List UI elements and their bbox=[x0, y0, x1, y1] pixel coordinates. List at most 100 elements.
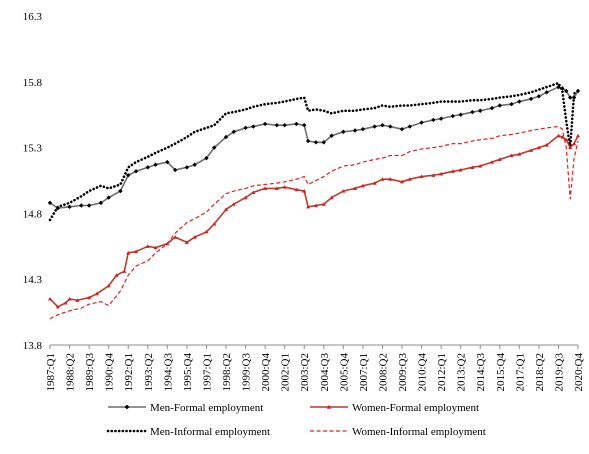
data-point-1 bbox=[450, 169, 455, 173]
legend-item-2: Men-Informal employment bbox=[106, 426, 270, 438]
data-point-0 bbox=[212, 145, 217, 150]
x-tick-label: 2008:Q2 bbox=[377, 353, 389, 392]
y-tick-label: 13.8 bbox=[23, 340, 43, 352]
data-point-0 bbox=[571, 95, 577, 100]
data-point-0 bbox=[497, 103, 502, 108]
data-point-1 bbox=[114, 273, 119, 277]
data-point-0 bbox=[67, 204, 72, 210]
legend-label: Women-Informal employment bbox=[352, 426, 486, 438]
x-tick-label: 1999:Q3 bbox=[241, 353, 253, 392]
x-tick-label: 1997:Q1 bbox=[201, 353, 213, 392]
data-point-0 bbox=[118, 188, 123, 194]
x-tick-label: 2003:Q2 bbox=[299, 353, 311, 392]
data-point-0 bbox=[126, 173, 131, 178]
data-point-0 bbox=[153, 162, 158, 167]
series-line-2 bbox=[48, 81, 580, 222]
data-point-1 bbox=[353, 186, 358, 190]
data-point-0 bbox=[133, 169, 139, 174]
data-point-1 bbox=[306, 204, 311, 209]
data-point-0 bbox=[372, 124, 377, 129]
data-point-1 bbox=[274, 186, 279, 190]
x-tick-label: 2007:Q1 bbox=[358, 353, 370, 392]
data-point-0 bbox=[204, 155, 209, 161]
data-point-1 bbox=[419, 174, 424, 179]
data-point-1 bbox=[517, 152, 522, 156]
data-point-1 bbox=[153, 245, 158, 250]
y-tick-label: 16.3 bbox=[23, 11, 43, 23]
data-point-1 bbox=[576, 133, 580, 138]
x-tick-label: 1994:Q3 bbox=[162, 353, 174, 392]
x-tick-label: 2009:Q3 bbox=[397, 353, 409, 392]
data-point-1 bbox=[134, 249, 139, 254]
x-tick-label: 2013:Q2 bbox=[456, 353, 468, 392]
data-point-1 bbox=[529, 148, 534, 152]
data-point-1 bbox=[536, 145, 541, 150]
x-tick-label: 2004:Q3 bbox=[319, 353, 331, 392]
data-point-0 bbox=[294, 121, 299, 127]
legend-item-3: Women-Informal employment bbox=[310, 426, 486, 438]
data-point-1 bbox=[380, 177, 385, 181]
data-point-1 bbox=[67, 296, 72, 301]
data-point-0 bbox=[302, 123, 307, 128]
y-tick-label: 14.3 bbox=[23, 274, 43, 286]
data-point-0 bbox=[438, 116, 444, 121]
data-point-1 bbox=[165, 241, 170, 246]
data-point-0 bbox=[192, 162, 197, 167]
x-tick-label: 2005:Q4 bbox=[338, 353, 350, 392]
data-point-1 bbox=[212, 221, 217, 226]
data-point-1 bbox=[431, 173, 436, 177]
data-point-1 bbox=[544, 142, 549, 147]
data-point-1 bbox=[407, 177, 412, 181]
x-tick-label: 2018:Q2 bbox=[534, 353, 546, 392]
x-tick-label: 2017:Q1 bbox=[514, 353, 526, 392]
data-point-0 bbox=[55, 205, 61, 211]
data-point-0 bbox=[450, 113, 456, 119]
data-point-1 bbox=[243, 195, 248, 200]
data-point-0 bbox=[223, 134, 229, 140]
data-point-0 bbox=[262, 121, 268, 127]
x-tick-label: 1988:Q2 bbox=[65, 353, 77, 392]
x-tick-label: 2015:Q4 bbox=[495, 353, 507, 392]
legend: Men-Formal employment Women-Formal employ… bbox=[106, 402, 486, 438]
x-tick-label: 1989:Q3 bbox=[84, 353, 96, 392]
series-lines bbox=[48, 81, 580, 320]
series-markers bbox=[47, 84, 581, 309]
data-point-0 bbox=[321, 140, 326, 145]
x-tick-label: 1990:Q4 bbox=[104, 353, 116, 392]
y-tick-label: 15.3 bbox=[23, 143, 43, 155]
data-point-0 bbox=[251, 124, 256, 129]
data-point-1 bbox=[63, 300, 68, 305]
legend-item-0: Men-Formal employment bbox=[108, 402, 263, 414]
data-point-0 bbox=[341, 129, 346, 135]
data-point-1 bbox=[556, 133, 561, 138]
data-point-1 bbox=[478, 164, 483, 168]
data-point-0 bbox=[575, 88, 581, 94]
data-point-0 bbox=[282, 123, 287, 128]
series-line-3 bbox=[49, 125, 579, 320]
x-tick-label: 2019:Q3 bbox=[553, 353, 565, 392]
data-point-0 bbox=[544, 90, 549, 95]
data-point-1 bbox=[509, 153, 514, 158]
data-point-1 bbox=[313, 203, 318, 208]
data-point-0 bbox=[407, 124, 413, 129]
data-point-0 bbox=[106, 195, 111, 200]
data-point-0 bbox=[274, 123, 280, 128]
data-point-1 bbox=[204, 229, 209, 234]
data-point-0 bbox=[352, 128, 358, 133]
y-tick-label: 15.8 bbox=[23, 77, 43, 89]
data-point-0 bbox=[243, 125, 248, 131]
data-point-1 bbox=[173, 235, 178, 239]
data-point-0 bbox=[556, 84, 561, 90]
data-point-1 bbox=[48, 296, 52, 301]
x-tick-label: 2010:Q4 bbox=[417, 353, 429, 392]
x-tick-label: 1993:Q2 bbox=[143, 353, 155, 392]
data-point-1 bbox=[564, 137, 569, 142]
x-tick-label: 2000:Q4 bbox=[260, 353, 272, 392]
data-point-0 bbox=[564, 88, 569, 94]
data-point-1 bbox=[75, 298, 80, 302]
data-point-1 bbox=[87, 295, 92, 300]
data-point-1 bbox=[294, 187, 299, 192]
data-point-1 bbox=[184, 240, 189, 244]
x-tick-label: 2002:Q1 bbox=[280, 353, 292, 392]
